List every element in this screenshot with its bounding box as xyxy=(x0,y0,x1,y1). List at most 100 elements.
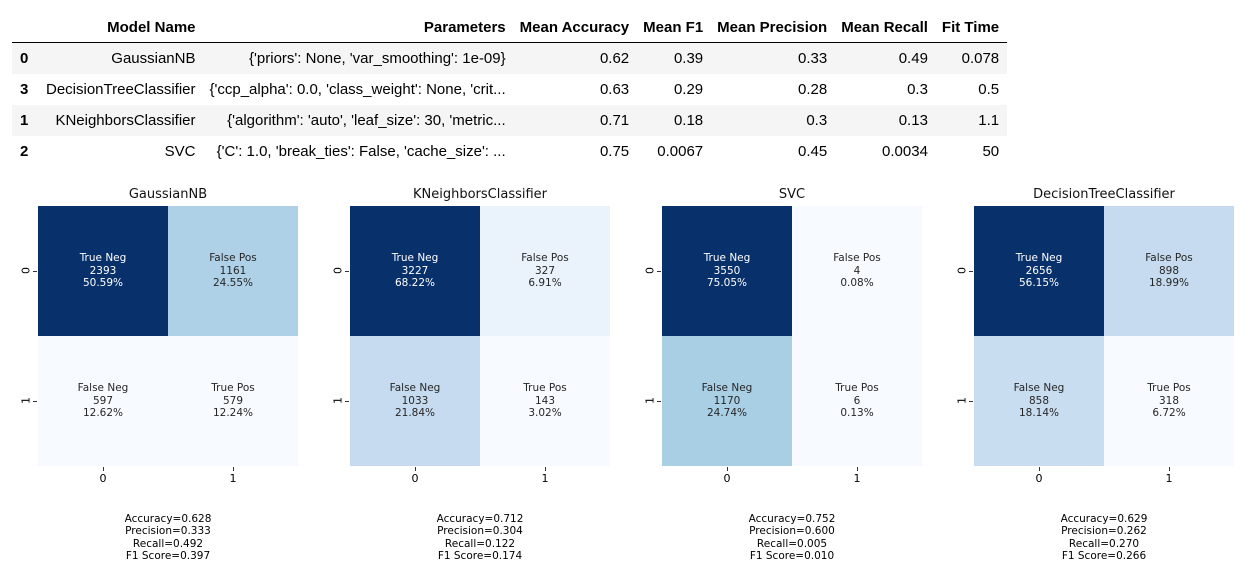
header-index xyxy=(12,12,40,43)
cell-count: 3550 xyxy=(713,264,741,277)
x-tick-mark xyxy=(233,467,234,471)
cell-label: True Neg xyxy=(391,252,439,265)
cell-parameters: {'priors': None, 'var_smoothing': 1e-09} xyxy=(249,50,506,67)
table-row: 1 KNeighborsClassifier {'algorithm': 'au… xyxy=(12,105,1008,136)
chart-title: KNeighborsClassifier xyxy=(412,187,548,202)
cell-pct: 12.24% xyxy=(212,407,254,420)
x-tick-mark xyxy=(545,467,546,471)
metric-line: Accuracy=0.712 xyxy=(436,513,524,525)
true-pos-cell: True Pos 6 0.13% xyxy=(792,336,922,466)
confusion-matrix-heatmap: True Neg 2393 50.59% False Pos 1161 24.55% Fal… xyxy=(38,206,298,466)
cell-count: 2656 xyxy=(1025,264,1053,277)
cell-mean-recall: 0.0034 xyxy=(882,143,928,160)
cell-pct: 0.08% xyxy=(840,277,874,290)
cell-count: 1161 xyxy=(219,264,247,277)
cell-fit-time: 0.078 xyxy=(961,50,1000,67)
cell-parameters: {'C': 1.0, 'break_ties': False, 'cache_s… xyxy=(216,143,506,160)
y-tick-label: 0 xyxy=(19,267,33,274)
cell-label: True Neg xyxy=(79,252,127,265)
y-tick-mark xyxy=(33,271,37,272)
metric-line: Precision=0.262 xyxy=(1061,525,1147,538)
cell-pct: 3.02% xyxy=(528,407,562,420)
x-tick-mark xyxy=(103,467,104,471)
cell-parameters: {'algorithm': 'auto', 'leaf_size': 30, '… xyxy=(227,112,506,129)
table-header-row: Model Name Parameters Mean Accuracy Mean… xyxy=(12,12,1008,43)
header-mean-precision: Mean Precision xyxy=(711,12,836,43)
x-tick-mark xyxy=(727,467,728,471)
y-tick-label: 1 xyxy=(955,397,969,404)
y-tick-mark xyxy=(657,271,661,272)
cell-mean-accuracy: 0.62 xyxy=(599,50,630,67)
model-metrics-summary: Accuracy=0.752 Precision=0.600 Recall=0.00… xyxy=(662,513,922,563)
model-metrics-summary: Accuracy=0.629 Precision=0.262 Recall=0.27… xyxy=(974,513,1234,563)
cell-pct: 56.15% xyxy=(1018,277,1060,290)
header-mean-f1: Mean F1 xyxy=(637,12,712,43)
cell-count: 143 xyxy=(534,394,556,407)
cell-count: 1170 xyxy=(713,394,741,407)
cell-mean-recall: 0.49 xyxy=(898,50,928,67)
row-index: 1 xyxy=(20,112,29,129)
header-parameters: Parameters xyxy=(203,12,514,43)
true-pos-cell: True Pos 318 6.72% xyxy=(1104,336,1234,466)
cell-label: False Neg xyxy=(389,382,441,395)
cell-model-name: GaussianNB xyxy=(111,50,196,67)
cell-count: 6 xyxy=(853,394,861,407)
cell-pct: 0.13% xyxy=(840,407,874,420)
cell-parameters: {'ccp_alpha': 0.0, 'class_weight': None,… xyxy=(209,81,506,98)
cell-pct: 18.14% xyxy=(1018,407,1060,420)
cell-mean-accuracy: 0.75 xyxy=(599,143,630,160)
metric-line: Precision=0.304 xyxy=(437,525,523,538)
cell-mean-f1: 0.18 xyxy=(673,112,704,129)
metric-line: Precision=0.333 xyxy=(125,525,211,538)
true-neg-cell: True Neg 3550 75.05% xyxy=(662,206,792,336)
cell-pct: 24.55% xyxy=(212,277,254,290)
cell-label: False Pos xyxy=(521,252,569,265)
cell-pct: 21.84% xyxy=(394,407,436,420)
cell-count: 2393 xyxy=(89,264,117,277)
cell-pct: 6.91% xyxy=(528,277,562,290)
y-tick-label: 0 xyxy=(331,267,345,274)
cell-count: 898 xyxy=(1158,264,1180,277)
cell-fit-time: 0.5 xyxy=(978,81,1000,98)
header-model-name: Model Name xyxy=(40,12,204,43)
cell-mean-f1: 0.39 xyxy=(673,50,704,67)
true-neg-cell: True Neg 2656 56.15% xyxy=(974,206,1104,336)
true-pos-cell: True Pos 579 12.24% xyxy=(168,336,298,466)
metric-line: Recall=0.005 xyxy=(756,537,828,550)
cell-label: False Pos xyxy=(209,252,257,265)
cell-pct: 24.74% xyxy=(706,407,748,420)
cell-label: False Pos xyxy=(1145,252,1193,265)
model-metrics-summary: Accuracy=0.628 Precision=0.333 Recall=0.49… xyxy=(38,513,298,563)
chart-title: GaussianNB xyxy=(128,187,208,202)
cell-label: False Pos xyxy=(833,252,881,265)
x-tick-mark xyxy=(1039,467,1040,471)
table-row: 3 DecisionTreeClassifier {'ccp_alpha': 0… xyxy=(12,74,1008,105)
cell-model-name: KNeighborsClassifier xyxy=(55,112,196,129)
confusion-matrix-heatmap: True Neg 2656 56.15% False Pos 898 18.99% Fals… xyxy=(974,206,1234,466)
confusion-matrix-panel: DecisionTreeClassifier True Neg 2656 56.15%… xyxy=(936,186,1236,581)
x-tick-label: 0 xyxy=(1035,472,1043,485)
cell-pct: 75.05% xyxy=(706,277,748,290)
row-index: 2 xyxy=(20,143,29,160)
metric-line: F1 Score=0.174 xyxy=(437,550,523,563)
false-neg-cell: False Neg 1033 21.84% xyxy=(350,336,480,466)
metric-line: Recall=0.122 xyxy=(444,537,516,550)
metric-line: Accuracy=0.629 xyxy=(1060,513,1148,525)
row-index: 3 xyxy=(20,81,29,98)
y-tick-mark xyxy=(969,271,973,272)
cell-pct: 50.59% xyxy=(82,277,124,290)
x-tick-label: 1 xyxy=(541,472,549,485)
x-tick-label: 0 xyxy=(723,472,731,485)
y-tick-label: 0 xyxy=(643,267,657,274)
cell-label: True Pos xyxy=(211,382,255,395)
cell-mean-precision: 0.45 xyxy=(798,143,828,160)
y-tick-mark xyxy=(657,401,661,402)
cell-label: False Neg xyxy=(77,382,129,395)
cell-mean-accuracy: 0.63 xyxy=(599,81,630,98)
cell-mean-precision: 0.3 xyxy=(806,112,828,129)
metric-line: F1 Score=0.010 xyxy=(749,550,835,563)
metric-line: Recall=0.270 xyxy=(1068,537,1140,550)
header-fit-time: Fit Time xyxy=(935,12,1008,43)
metric-line: Precision=0.600 xyxy=(749,525,835,538)
x-tick-mark xyxy=(857,467,858,471)
